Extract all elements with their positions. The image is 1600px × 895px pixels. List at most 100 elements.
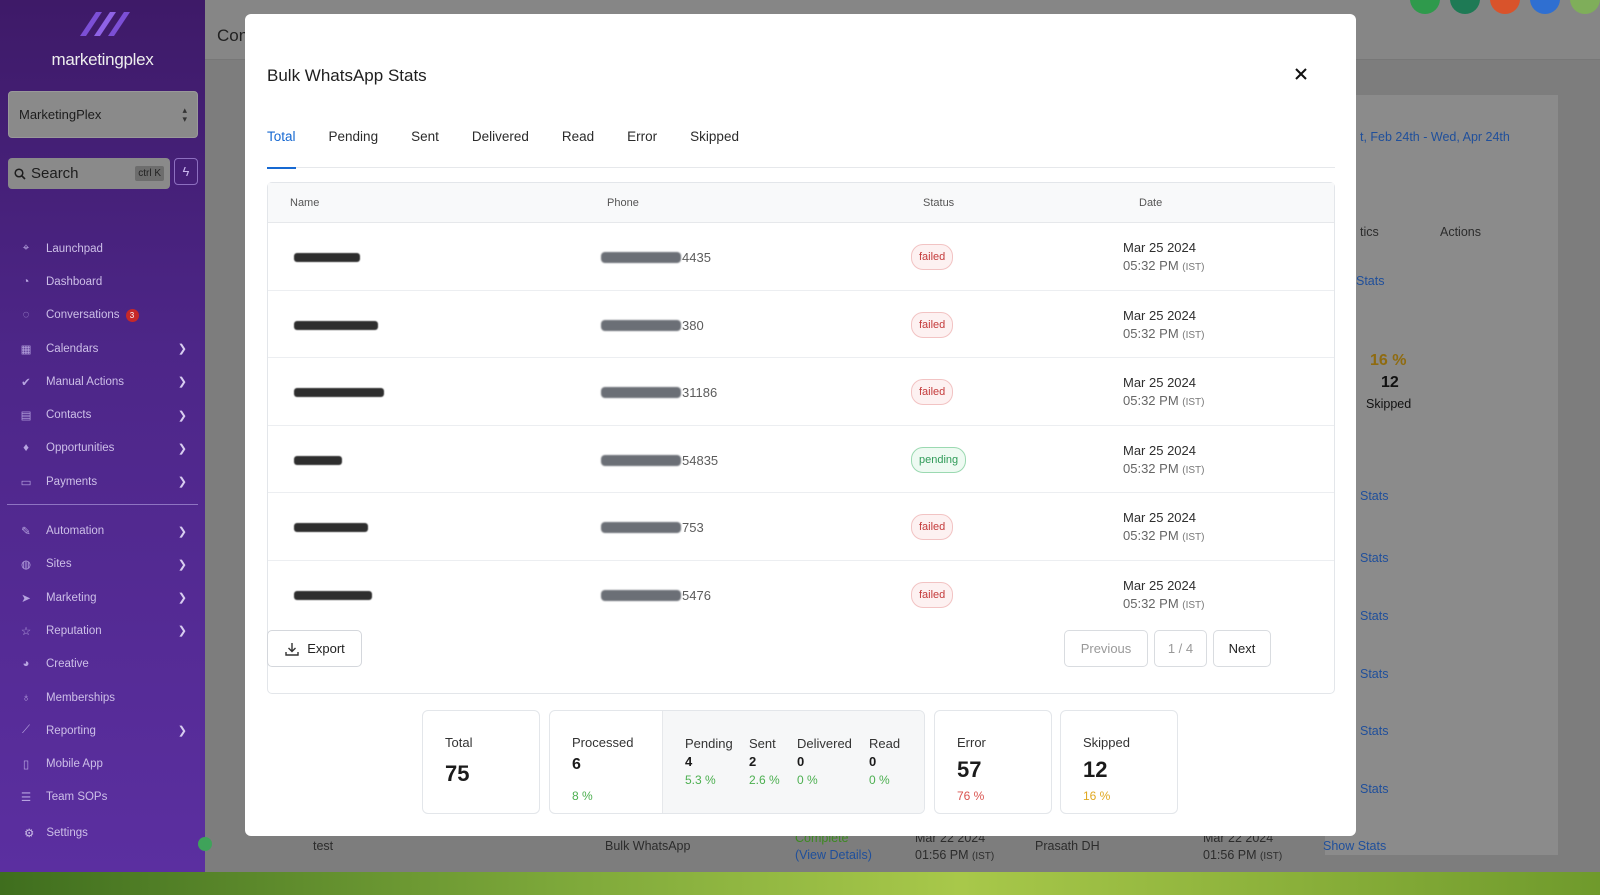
- gear-icon: ⚙: [24, 828, 35, 840]
- account-switcher[interactable]: MarketingPlex ▴ ▾: [8, 91, 198, 138]
- announcement-icon[interactable]: [1490, 0, 1520, 14]
- sidebar-item-contacts[interactable]: ▤ Contacts ❯: [0, 398, 205, 431]
- sidebar-item-dashboard[interactable]: ◔ Dashboard: [0, 265, 205, 298]
- sidebar-item-label: Calendars: [46, 342, 99, 355]
- tab-error[interactable]: Error: [627, 129, 658, 144]
- quick-action-button[interactable]: ϟ: [174, 158, 198, 185]
- contacts-icon: ▤: [20, 410, 32, 423]
- logo-text: marketingplex: [51, 50, 154, 69]
- search-box[interactable]: Search ctrl K: [8, 158, 170, 189]
- sidebar-item-label: Marketing: [46, 591, 97, 604]
- show-stats-link[interactable]: Show Stats: [1323, 839, 1387, 853]
- stats-link[interactable]: Stats: [1360, 551, 1389, 565]
- search-shortcut: ctrl K: [135, 166, 164, 181]
- sidebar-item-label: Sites: [46, 558, 72, 571]
- search-icon: [14, 167, 26, 180]
- sidebar-item-marketing[interactable]: ➤ Marketing ❯: [0, 581, 205, 614]
- divider: [7, 504, 198, 506]
- column-header-name: Name: [290, 197, 320, 209]
- sidebar-item-automation[interactable]: ✎ Automation ❯: [0, 514, 205, 547]
- column-header-date: Date: [1139, 197, 1163, 209]
- redacted-name: [294, 388, 384, 397]
- chevron-right-icon: ❯: [177, 725, 187, 738]
- stats-link[interactable]: Stats: [1360, 782, 1389, 796]
- sidebar-item-reputation[interactable]: ☆ Reputation ❯: [0, 614, 205, 647]
- help-icon[interactable]: [1530, 0, 1560, 14]
- stat-value: 57: [957, 757, 982, 782]
- redacted-phone: [601, 252, 681, 263]
- sidebar-item-manual-actions[interactable]: ✔ Manual Actions ❯: [0, 365, 205, 398]
- unread-badge: 3: [125, 308, 139, 322]
- award-icon: ♁: [21, 691, 31, 704]
- chevron-right-icon: ❯: [177, 409, 187, 422]
- redacted-name: [294, 253, 360, 262]
- stats-link[interactable]: Stats: [1356, 274, 1385, 288]
- chevron-right-icon: ❯: [177, 343, 187, 356]
- download-icon: [285, 642, 299, 656]
- close-icon[interactable]: [1291, 64, 1311, 84]
- status-badge: pending: [911, 446, 967, 473]
- sidebar-item-creative[interactable]: ◕ Creative: [0, 648, 205, 681]
- date-cell: Mar 25 2024 05:32 PM (IST): [1123, 510, 1205, 543]
- sidebar-item-settings[interactable]: ⚙ Settings: [24, 826, 88, 840]
- sidebar-item-label: Launchpad: [46, 242, 103, 255]
- chevron-right-icon: ❯: [177, 592, 187, 605]
- stat-value: 12: [1083, 757, 1108, 782]
- date-cell: Mar 25 2024 05:32 PM (IST): [1123, 375, 1205, 408]
- chevron-right-icon: ❯: [177, 442, 187, 455]
- sidebar-item-label: Payments: [46, 475, 98, 488]
- sidebar-item-team-sops[interactable]: ☰ Team SOPs: [0, 781, 205, 814]
- notification-icon[interactable]: [1450, 0, 1480, 14]
- campaign-name: test: [313, 839, 334, 853]
- stats-link[interactable]: Stats: [1360, 724, 1389, 738]
- redacted-phone: [601, 589, 681, 601]
- chevron-right-icon: ❯: [177, 476, 187, 489]
- status-badge: failed: [911, 379, 954, 405]
- table-row: 4435 failed Mar 25 2024 05:32 PM (IST): [268, 223, 1334, 291]
- stats-link[interactable]: Stats: [1360, 667, 1389, 681]
- sidebar-item-opportunities[interactable]: ♦ Opportunities ❯: [0, 432, 205, 465]
- tab-pending[interactable]: Pending: [328, 129, 379, 144]
- sidebar-item-reporting[interactable]: ⟋ Reporting ❯: [0, 714, 205, 747]
- tab-total[interactable]: Total: [267, 126, 296, 169]
- view-details-link[interactable]: (View Details): [795, 848, 872, 862]
- date-range-picker[interactable]: t, Feb 24th - Wed, Apr 24th: [1360, 130, 1510, 144]
- export-button[interactable]: Export: [267, 630, 362, 667]
- flame-icon: ♦: [23, 442, 29, 455]
- date-cell: Mar 25 2024 05:32 PM (IST): [1123, 240, 1205, 273]
- phone-icon[interactable]: [1410, 0, 1440, 14]
- sidebar-item-label: Creative: [46, 658, 89, 671]
- stats-link[interactable]: Stats: [1360, 609, 1389, 623]
- phone-cell: 753: [601, 520, 704, 535]
- sidebar-item-memberships[interactable]: ♁ Memberships: [0, 681, 205, 714]
- tab-sent[interactable]: Sent: [411, 129, 439, 144]
- date-cell: Mar 25 2024 05:32 PM (IST): [1123, 577, 1205, 611]
- sidebar-nav: ⌖ Launchpad ◔ Dashboard ◌ Conversations 3 ▦ Cale…: [0, 232, 205, 814]
- tab-skipped[interactable]: Skipped: [690, 129, 739, 144]
- stats-link[interactable]: Stats: [1360, 489, 1389, 503]
- sidebar-item-mobile-app[interactable]: ▯ Mobile App: [0, 747, 205, 780]
- status-badge: failed: [911, 514, 954, 540]
- tab-delivered[interactable]: Delivered: [471, 129, 529, 144]
- sidebar-item-label: Reputation: [46, 624, 102, 637]
- previous-button[interactable]: Previous: [1064, 630, 1148, 667]
- stat-label: Processed: [572, 735, 634, 750]
- sidebar-item-sites[interactable]: ◍ Sites ❯: [0, 548, 205, 581]
- status-badge: failed: [911, 311, 954, 338]
- avatar[interactable]: [1570, 0, 1600, 14]
- sidebar-item-launchpad[interactable]: ⌖ Launchpad: [0, 232, 205, 265]
- chevron-right-icon: ❯: [177, 525, 187, 538]
- sidebar-item-conversations[interactable]: ◌ Conversations 3: [0, 299, 205, 332]
- chevron-right-icon: ❯: [177, 376, 187, 389]
- bolt-icon: ϟ: [182, 164, 190, 179]
- sidebar-item-payments[interactable]: ▭ Payments ❯: [0, 465, 205, 498]
- sidebar-item-label: Memberships: [46, 691, 116, 704]
- table-row: 5476 failed Mar 25 2024 05:32 PM (IST): [268, 561, 1334, 629]
- created-time: 01:56 PM (IST): [915, 848, 995, 862]
- tab-read[interactable]: Read: [561, 129, 595, 144]
- sidebar-item-calendars[interactable]: ▦ Calendars ❯: [0, 332, 205, 365]
- check-icon: ✔: [21, 376, 31, 389]
- modal-title: Bulk WhatsApp Stats: [267, 66, 427, 85]
- page-indicator: 1 / 4: [1154, 630, 1207, 667]
- next-button[interactable]: Next: [1213, 630, 1271, 667]
